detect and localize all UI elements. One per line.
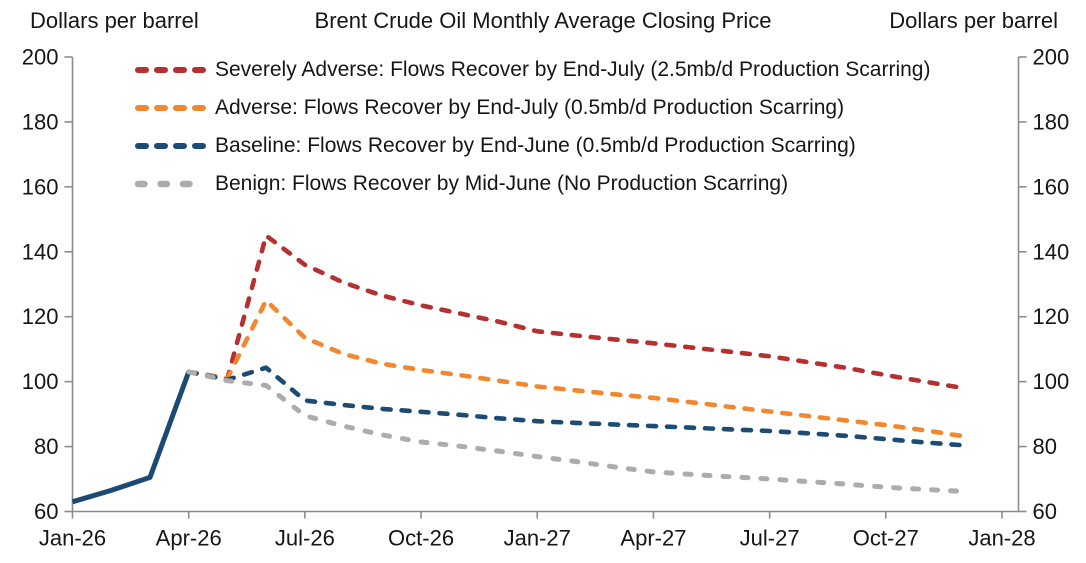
legend-label: Adverse: Flows Recover by End-July (0.5m… [215,96,845,119]
baseline-line-swatch [135,143,207,149]
series-line-adverse [186,298,966,439]
chart-title: Brent Crude Oil Monthly Average Closing … [314,8,772,33]
x-tick-label: Jan-26 [39,526,106,551]
y-tick-label-left: 160 [22,174,59,199]
y-tick-label-right: 100 [1033,369,1070,394]
legend-label: Severely Adverse: Flows Recover by End-J… [215,58,931,81]
x-tick-label: Apr-27 [620,526,686,551]
axes [71,57,1020,513]
y-tick-label-left: 140 [22,239,59,264]
right-axis-units-label: Dollars per barrel [889,8,1058,33]
y-tick-label-right: 200 [1033,45,1070,70]
x-tick-label: Jul-27 [740,526,800,551]
y-tick-label-left: 60 [34,499,58,524]
left-axis-units-label: Dollars per barrel [30,8,199,33]
legend-label: Baseline: Flows Recover by End-June (0.5… [215,134,856,157]
x-tick-label: Oct-26 [388,526,454,551]
legend-item-severely-adverse: Severely Adverse: Flows Recover by End-J… [134,58,931,81]
y-tick-label-right: 60 [1033,499,1057,524]
adverse-line-swatch [135,105,207,111]
legend-item-baseline: Baseline: Flows Recover by End-June (0.5… [134,134,930,157]
y-tick-label-right: 160 [1033,174,1070,199]
y-tick-label-right: 120 [1033,304,1070,329]
x-tick-label: Jul-26 [275,526,335,551]
x-tick-label: Apr-26 [156,526,222,551]
y-tick-group: 60 60 80 80 100 100 120 120 140 140 160 160 180 180 20… [22,45,1069,525]
x-tick-label: Jan-27 [504,526,571,551]
x-tick-label: Oct-27 [853,526,919,551]
series-line-severely-adverse [186,233,966,391]
legend: Severely Adverse: Flows Recover by End-J… [134,58,931,195]
y-tick-label-left: 180 [22,109,59,134]
legend-item-benign: Benign: Flows Recover by Mid-June (No Pr… [134,172,930,195]
series-line-baseline [186,365,966,448]
legend-label: Benign: Flows Recover by Mid-June (No Pr… [215,172,789,195]
y-tick-label-right: 140 [1033,239,1070,264]
legend-item-adverse: Adverse: Flows Recover by End-July (0.5m… [134,96,930,119]
severely-adverse-line-swatch [135,67,207,73]
y-tick-label-left: 80 [34,434,58,459]
x-tick-label: Jan-28 [968,526,1035,551]
x-tick-group: Jan-26 Apr-26 Jul-26 Oct-26 Jan-27 Apr-27 Jul-… [39,511,1036,551]
y-tick-label-left: 200 [22,45,59,70]
y-tick-label-right: 80 [1033,434,1057,459]
y-tick-label-left: 100 [22,369,59,394]
y-tick-label-left: 120 [22,304,59,329]
benign-line-swatch [134,180,208,188]
series-line-historical [71,371,192,505]
series-lines [71,233,966,505]
y-tick-label-right: 180 [1033,109,1070,134]
series-line-benign [186,369,966,494]
